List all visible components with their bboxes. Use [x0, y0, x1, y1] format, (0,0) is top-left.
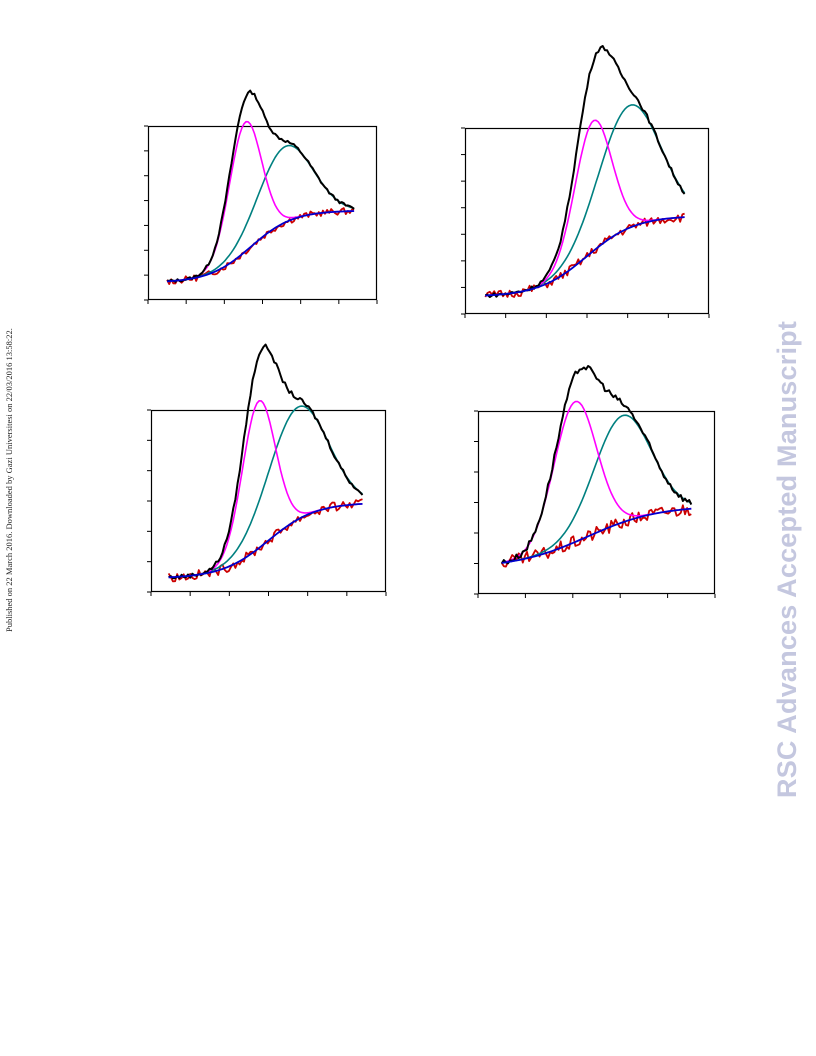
- series-line-peak-2: [168, 405, 363, 579]
- series-line-baseline: [167, 210, 355, 283]
- chart-svg-top-right: [461, 45, 710, 318]
- chart-svg-top-left: [144, 89, 378, 304]
- plot-frame: [147, 125, 378, 301]
- series-line-peak-1: [168, 400, 363, 579]
- series-line-peak-1: [167, 120, 355, 283]
- chart-panel-top-left: [144, 89, 378, 304]
- series-line-total-fit: [500, 365, 693, 565]
- chart-panel-bottom-left: [147, 343, 387, 596]
- series-line-baseline: [485, 216, 685, 297]
- accepted-manuscript-watermark: RSC Advances Accepted Manuscript: [772, 320, 802, 798]
- series-line-measured: [167, 498, 363, 583]
- series-line-total-fit: [485, 45, 686, 298]
- plot-frame: [464, 127, 710, 315]
- plot-frame: [150, 409, 387, 593]
- series-line-total-fit: [166, 89, 355, 283]
- series-line-baseline: [168, 503, 363, 579]
- series-line-peak-1: [501, 400, 692, 564]
- chart-svg-bottom-left: [147, 343, 387, 596]
- series-line-measured: [484, 212, 685, 298]
- series-line-measured: [166, 207, 355, 285]
- chart-panel-top-right: [461, 45, 710, 318]
- series-line-peak-1: [485, 119, 685, 297]
- series-line-measured: [500, 504, 692, 568]
- chart-svg-bottom-right: [474, 365, 716, 598]
- series-line-baseline: [501, 507, 692, 564]
- publication-side-note: Published on 22 March 2016. Downloaded b…: [4, 328, 14, 632]
- chart-panel-bottom-right: [474, 365, 716, 598]
- plot-frame: [477, 410, 716, 595]
